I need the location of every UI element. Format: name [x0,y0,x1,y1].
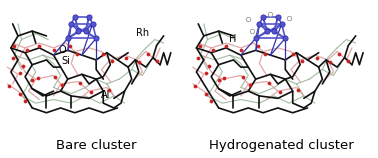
Text: H: H [229,34,236,44]
Text: Al: Al [101,90,111,100]
Text: Rh: Rh [136,28,149,38]
Text: Si: Si [62,56,70,66]
Text: O: O [59,45,66,55]
Text: Hydrogenated cluster: Hydrogenated cluster [209,139,354,152]
Text: Bare cluster: Bare cluster [56,139,136,152]
